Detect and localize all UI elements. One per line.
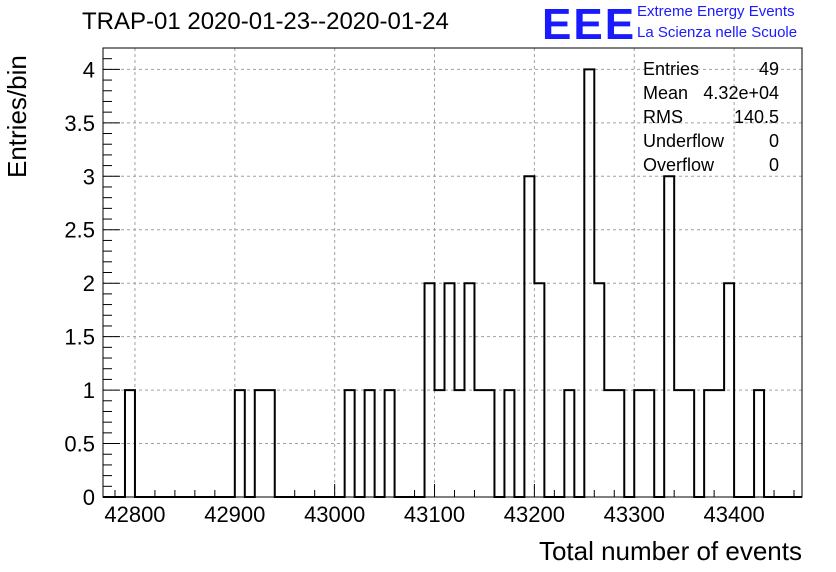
logo-text-line2: La Scienza nelle Scuole — [637, 24, 798, 41]
stats-overflow-value: 0 — [768, 155, 779, 175]
x-tick-label: 43000 — [304, 502, 365, 527]
stats-row-overflow: Overflow 0 — [641, 155, 781, 179]
y-tick-label: 1 — [83, 378, 95, 403]
stats-row-mean: Mean 4.32e+04 — [641, 83, 781, 107]
stats-entries-label: Entries — [643, 59, 700, 79]
x-tick-label: 42900 — [204, 502, 265, 527]
eee-logo: EEE — [542, 0, 637, 49]
x-tick-label: 42800 — [104, 502, 165, 527]
stats-row-underflow: Underflow 0 — [641, 131, 781, 155]
stats-rms-value: 140.5 — [733, 107, 779, 127]
stats-overflow-label: Overflow — [643, 155, 715, 175]
histogram-outline — [103, 68, 802, 498]
stats-row-rms: RMS 140.5 — [641, 107, 781, 131]
stats-row-entries: Entries 49 — [641, 59, 781, 83]
y-tick-label: 4 — [83, 57, 95, 82]
y-tick-label: 2.5 — [64, 218, 95, 243]
y-tick-label: 1.5 — [64, 325, 95, 350]
logo-text-line1: Extreme Energy Events — [637, 3, 795, 20]
y-tick-label: 3 — [83, 164, 95, 189]
y-axis-label: Entries/bin — [2, 55, 32, 178]
stats-rms-label: RMS — [643, 107, 683, 127]
y-tick-label: 2 — [83, 271, 95, 296]
stats-entries-value: 49 — [758, 59, 779, 79]
stats-mean-label: Mean — [643, 83, 689, 103]
stats-mean-value: 4.32e+04 — [703, 83, 779, 103]
stats-box: Entries 49 Mean 4.32e+04 RMS 140.5 Under… — [641, 59, 781, 179]
y-tick-label: 0.5 — [64, 432, 95, 457]
stats-underflow-label: Underflow — [643, 131, 725, 151]
x-tick-label: 43100 — [404, 502, 465, 527]
x-tick-label: 43400 — [704, 502, 765, 527]
stats-underflow-value: 0 — [768, 131, 779, 151]
y-tick-label: 3.5 — [64, 111, 95, 136]
chart-title: TRAP-01 2020-01-23--2020-01-24 — [82, 8, 449, 35]
x-tick-label: 43200 — [504, 502, 565, 527]
x-axis-label: Total number of events — [538, 536, 802, 566]
x-tick-label: 43300 — [604, 502, 665, 527]
y-tick-label: 0 — [83, 485, 95, 510]
